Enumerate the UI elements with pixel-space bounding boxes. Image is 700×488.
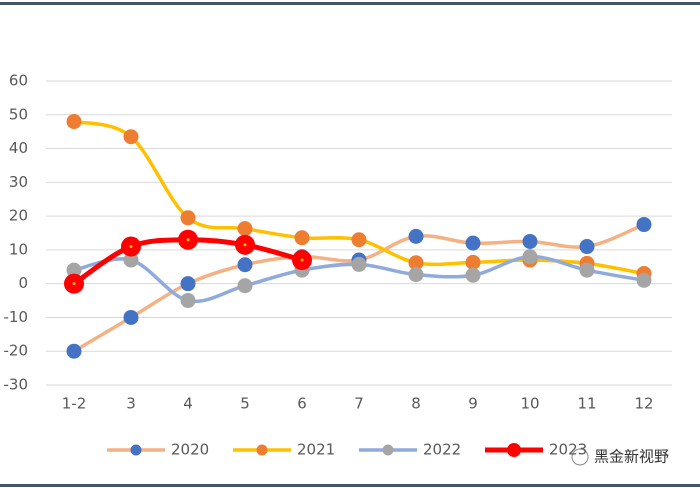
y-tick-label: 30 [9,173,28,191]
bottom-border [0,484,700,487]
x-tick-label: 5 [240,395,250,413]
x-tick-label: 4 [183,395,193,413]
y-tick-label: 0 [18,274,28,292]
x-tick-label: 12 [634,395,653,413]
data-point-center [186,238,190,242]
data-point [465,267,481,283]
data-point [66,114,82,130]
data-point [123,129,139,145]
legend-label: 2020 [171,441,209,459]
x-tick-label: 11 [577,395,596,413]
data-point [408,255,424,271]
data-point [351,232,367,248]
legend-marker [382,444,394,456]
x-tick-label: 8 [411,395,421,413]
y-tick-label: 10 [9,240,28,258]
data-point [66,343,82,359]
legend-marker [256,444,268,456]
data-point [237,257,253,273]
y-tick-label: 60 [9,72,28,90]
y-tick-label: 50 [9,105,28,123]
data-point [180,276,196,292]
legend-label: 2022 [423,441,461,459]
data-point [579,239,595,255]
x-tick-label: 1-2 [62,395,87,413]
data-point [579,262,595,278]
x-tick-label: 9 [468,395,478,413]
watermark: 黑金新视野 [594,448,669,466]
top-border [0,2,700,5]
data-point-center [243,243,247,247]
data-point [66,262,82,278]
y-tick-label: 40 [9,139,28,157]
data-point [636,217,652,233]
data-point [294,230,310,246]
data-point-center [72,282,76,286]
y-tick-label: 20 [9,207,28,225]
x-tick-label: 3 [126,395,136,413]
data-point [123,252,139,268]
y-tick-label: -10 [4,308,29,326]
data-point [351,256,367,272]
x-tick-label: 7 [354,395,364,413]
y-tick-label: -20 [4,342,29,360]
data-point [465,235,481,251]
x-tick-label: 6 [297,395,307,413]
data-point [408,228,424,244]
watermark-icon [571,448,589,466]
data-point [522,233,538,249]
data-point [636,272,652,288]
data-point [522,249,538,265]
data-point [408,267,424,283]
data-point [237,278,253,294]
data-point-center [300,258,304,262]
data-point [180,293,196,309]
x-tick-label: 10 [520,395,539,413]
data-point [237,221,253,237]
data-point [465,254,481,270]
series-line [72,119,646,276]
y-tick-label: -30 [4,376,29,394]
legend-marker [507,443,521,457]
legend-marker [130,444,142,456]
legend-label: 2021 [297,441,335,459]
data-point-center [129,245,133,249]
legend-label: 2023 [549,441,587,459]
data-point [123,309,139,325]
data-point [180,210,196,226]
